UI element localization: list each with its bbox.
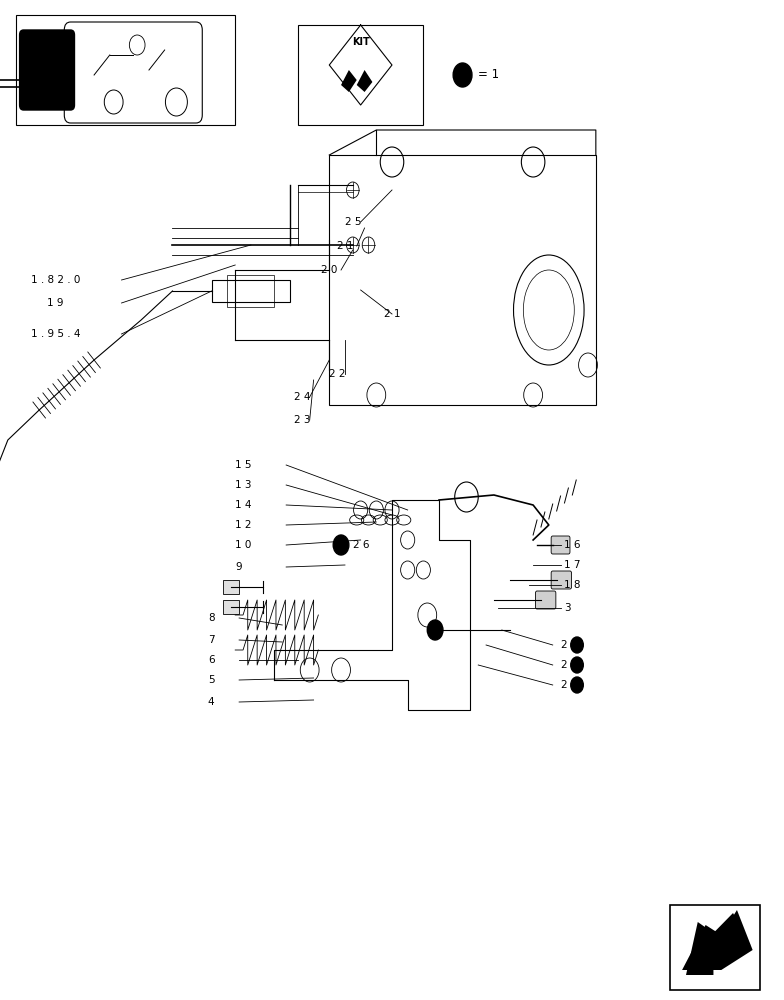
Text: 5: 5 [208, 675, 214, 685]
Text: 2 1: 2 1 [337, 241, 354, 251]
Polygon shape [341, 70, 357, 92]
Circle shape [571, 677, 583, 693]
Text: = 1: = 1 [478, 68, 499, 82]
Text: 2 3: 2 3 [294, 415, 310, 425]
Text: 2 6: 2 6 [353, 540, 369, 550]
Text: KIT: KIT [352, 37, 369, 47]
Text: 1 4: 1 4 [235, 500, 252, 510]
Polygon shape [686, 913, 750, 975]
Polygon shape [682, 910, 753, 970]
Circle shape [571, 637, 583, 653]
Text: 2 4: 2 4 [294, 392, 310, 402]
Circle shape [427, 620, 443, 640]
FancyBboxPatch shape [535, 591, 556, 609]
Bar [16, 15, 235, 125]
Bar [298, 25, 423, 125]
Text: 1 5: 1 5 [235, 460, 252, 470]
Circle shape [333, 535, 349, 555]
Text: 2: 2 [561, 640, 567, 650]
Text: 1 6: 1 6 [564, 540, 581, 550]
Text: 2: 2 [561, 660, 567, 670]
Text: 1 3: 1 3 [235, 480, 252, 490]
Text: 2: 2 [561, 680, 567, 690]
Text: 7: 7 [208, 635, 214, 645]
Circle shape [571, 657, 583, 673]
FancyBboxPatch shape [20, 55, 39, 95]
Bar [212, 280, 290, 302]
Text: 2 1: 2 1 [384, 309, 401, 319]
Bar [329, 155, 596, 405]
FancyBboxPatch shape [551, 571, 572, 589]
Text: 1 . 9 5 . 4: 1 . 9 5 . 4 [31, 329, 81, 339]
Text: 8: 8 [208, 613, 214, 623]
Bar [227, 275, 274, 307]
Text: 1 0: 1 0 [235, 540, 252, 550]
Circle shape [453, 63, 472, 87]
FancyBboxPatch shape [551, 536, 570, 554]
Text: 2 2: 2 2 [329, 369, 346, 379]
Text: 9: 9 [235, 562, 241, 572]
Text: 1 7: 1 7 [564, 560, 581, 570]
Text: 2 0: 2 0 [321, 265, 338, 275]
FancyBboxPatch shape [20, 30, 74, 110]
Bar [223, 600, 239, 614]
Bar [670, 905, 760, 990]
Text: 4: 4 [208, 697, 214, 707]
Text: 2 5: 2 5 [345, 217, 361, 227]
Text: 1 9: 1 9 [47, 298, 64, 308]
Text: 6: 6 [208, 655, 214, 665]
Text: 1 8: 1 8 [564, 580, 581, 590]
Bar [223, 580, 239, 594]
Text: 3: 3 [564, 603, 571, 613]
Text: 1 . 8 2 . 0: 1 . 8 2 . 0 [31, 275, 81, 285]
Text: 1 2: 1 2 [235, 520, 252, 530]
Polygon shape [357, 70, 372, 92]
